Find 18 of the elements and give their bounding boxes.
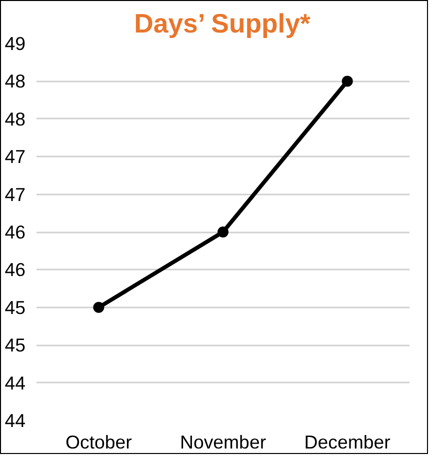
x-tick-label: December bbox=[304, 432, 390, 452]
y-tick-label: 46 bbox=[4, 259, 26, 280]
point bbox=[342, 76, 353, 87]
y-tick-label: 47 bbox=[4, 184, 26, 205]
y-tick-label: 49 bbox=[4, 33, 26, 54]
x-tick-label: October bbox=[65, 432, 132, 452]
y-tick-label: 48 bbox=[4, 108, 26, 130]
point bbox=[93, 302, 104, 313]
y-tick-label: 48 bbox=[4, 70, 26, 92]
point bbox=[218, 226, 228, 238]
chart-title: Days’ Supply* bbox=[134, 8, 312, 38]
y-tick-label: 47 bbox=[4, 146, 26, 168]
y-tick-label: 46 bbox=[4, 222, 26, 242]
x-tick-label: November bbox=[180, 432, 266, 452]
y-tick-label: 44 bbox=[4, 410, 26, 431]
y-tick-label: 45 bbox=[4, 334, 26, 356]
y-tick-label: 44 bbox=[4, 372, 26, 394]
y-tick-label: 45 bbox=[4, 296, 26, 318]
